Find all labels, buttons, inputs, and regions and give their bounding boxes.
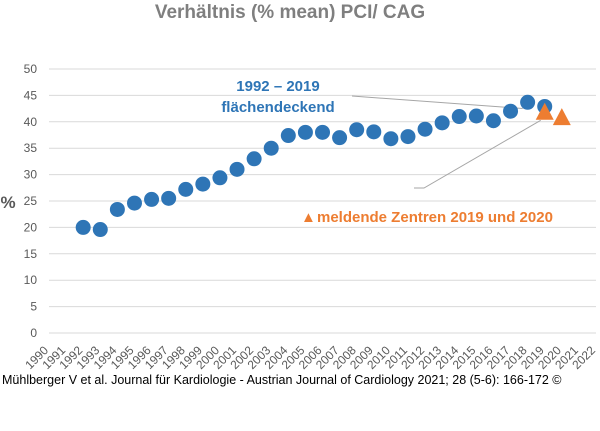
annotation-period: 1992 – 2019 [236, 78, 319, 95]
point-2006 [315, 124, 330, 140]
point-1995 [126, 195, 142, 211]
y-tick-label: 30 [24, 168, 38, 182]
data-points [75, 94, 571, 238]
y-tick-label: 40 [24, 115, 38, 129]
citation: Mühlberger V et al. Journal für Kardiolo… [2, 373, 562, 387]
point-2010 [383, 131, 399, 147]
point-2003 [263, 140, 279, 156]
point-1999 [195, 176, 211, 192]
y-tick-label: 35 [24, 141, 38, 155]
y-tick-label: 45 [24, 88, 38, 102]
point-2012 [417, 121, 433, 137]
leader-line-orange [414, 119, 541, 189]
point-1996 [144, 191, 160, 207]
y-axis-ticks: 0 5 10 15 20 25 30 35 40 45 50 [24, 62, 38, 340]
point-2009 [366, 124, 382, 140]
annotation-reporting-centers: meldende Zentren 2019 und 2020 [317, 209, 553, 226]
point-2007 [332, 130, 348, 146]
y-tick-label: 25 [24, 194, 38, 208]
annotation-triangle-icon: ▲ [301, 209, 316, 226]
point-1992 [75, 219, 91, 235]
y-tick-label: 50 [24, 62, 38, 76]
point-2005 [297, 124, 313, 140]
point-2001 [229, 161, 245, 177]
point-2002 [246, 151, 262, 167]
point-1993 [92, 222, 108, 238]
annotation-coverage: flächendeckend [221, 99, 334, 116]
point-2008 [349, 122, 365, 138]
y-tick-label: 5 [30, 300, 37, 314]
point-1994 [109, 201, 125, 217]
point-2011 [400, 129, 416, 145]
point-1997 [161, 190, 177, 206]
point-2018 [520, 94, 536, 110]
y-axis-label: % [0, 193, 15, 212]
x-axis-ticks: 1990199119921993199419951996199719981999… [22, 343, 598, 372]
point-2015 [468, 108, 484, 124]
point-2013 [434, 115, 450, 131]
point-1998 [178, 181, 194, 197]
chart-title: Verhältnis (% mean) PCI/ CAG [155, 2, 425, 23]
point-2004 [280, 128, 296, 144]
triangle-point-2020 [552, 108, 571, 126]
annotation-leader-lines [351, 95, 541, 189]
y-tick-label: 20 [24, 220, 38, 234]
y-tick-label: 15 [24, 247, 38, 261]
y-tick-label: 0 [30, 326, 37, 340]
point-2000 [212, 170, 228, 186]
point-2016 [485, 113, 501, 129]
triangle-point-2019 [535, 102, 554, 120]
y-tick-label: 10 [24, 273, 38, 287]
leader-line-blue [351, 95, 523, 109]
point-2017 [503, 103, 519, 119]
point-2014 [451, 109, 467, 125]
